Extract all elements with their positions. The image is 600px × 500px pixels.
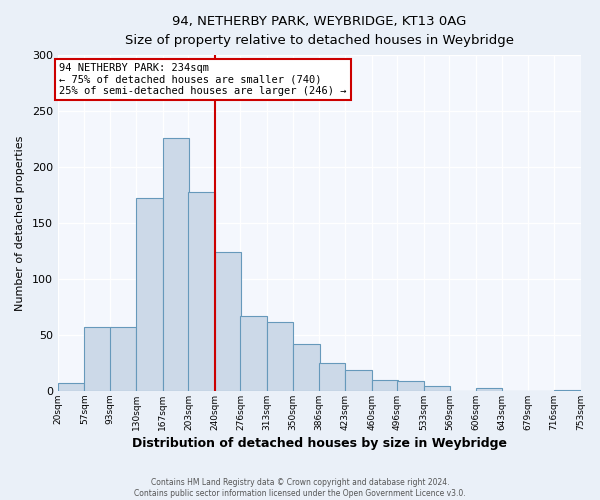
- Bar: [554, 390, 581, 391]
- Bar: [163, 138, 189, 391]
- Bar: [110, 327, 136, 391]
- Bar: [215, 252, 241, 391]
- Text: Contains HM Land Registry data © Crown copyright and database right 2024.
Contai: Contains HM Land Registry data © Crown c…: [134, 478, 466, 498]
- Bar: [319, 363, 345, 391]
- Y-axis label: Number of detached properties: Number of detached properties: [15, 136, 25, 310]
- Bar: [476, 388, 502, 391]
- Bar: [241, 316, 267, 391]
- Bar: [136, 198, 163, 391]
- Bar: [267, 322, 293, 391]
- Text: 94 NETHERBY PARK: 234sqm
← 75% of detached houses are smaller (740)
25% of semi-: 94 NETHERBY PARK: 234sqm ← 75% of detach…: [59, 63, 347, 96]
- Title: 94, NETHERBY PARK, WEYBRIDGE, KT13 0AG
Size of property relative to detached hou: 94, NETHERBY PARK, WEYBRIDGE, KT13 0AG S…: [125, 15, 514, 47]
- Bar: [293, 344, 320, 391]
- Bar: [85, 327, 110, 391]
- Bar: [58, 383, 85, 391]
- Bar: [424, 386, 450, 391]
- Bar: [397, 381, 424, 391]
- X-axis label: Distribution of detached houses by size in Weybridge: Distribution of detached houses by size …: [132, 437, 507, 450]
- Bar: [371, 380, 398, 391]
- Bar: [345, 370, 371, 391]
- Bar: [188, 192, 215, 391]
